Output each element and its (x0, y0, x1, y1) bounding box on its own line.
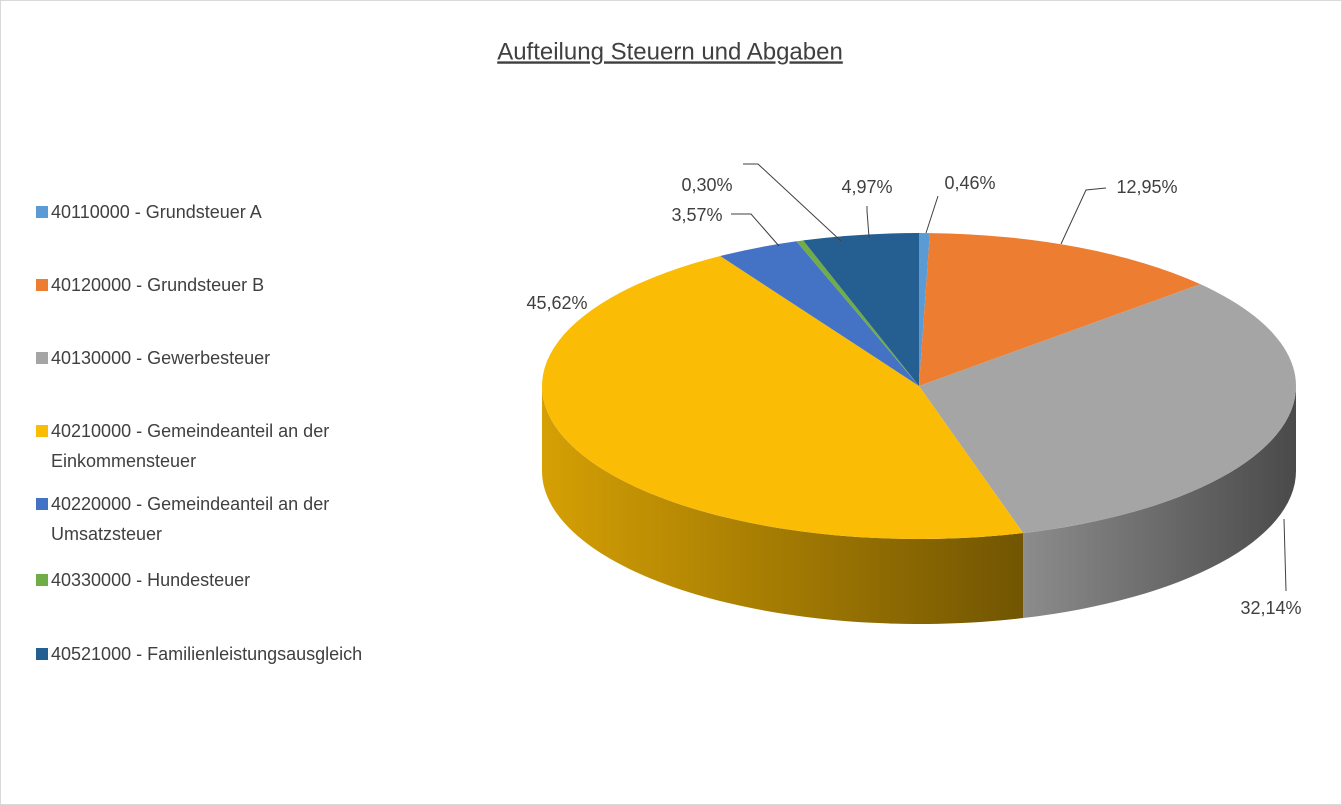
legend-label: 40210000 - Gemeindeanteil an der Einkomm… (51, 421, 330, 471)
pie-side (1023, 386, 1296, 619)
leader-line (866, 206, 870, 238)
legend-label: 40220000 - Gemeindeanteil an der Umsatzs… (51, 494, 330, 544)
legend-swatch (36, 206, 48, 218)
legend-entry: 40130000 - Gewerbesteuer (36, 343, 270, 373)
legend-swatch (36, 498, 48, 510)
legend-label: 40130000 - Gewerbesteuer (51, 348, 271, 368)
pie-slice (720, 241, 919, 386)
leader-line (731, 213, 780, 247)
chart-title: Aufteilung Steuern und Abgaben (497, 38, 843, 65)
legend-entry: 40210000 - Gemeindeanteil an der Einkomm… (36, 416, 411, 476)
legend-swatch (36, 352, 48, 364)
data-label: 4,97% (841, 177, 892, 197)
legend-label: 40330000 - Hundesteuer (51, 570, 251, 590)
legend-entry: 40330000 - Hundesteuer (36, 565, 250, 595)
legend-entry: 40120000 - Grundsteuer B (36, 270, 264, 300)
leader-line (1060, 187, 1107, 245)
legend-swatch (36, 425, 48, 437)
pie-side (542, 386, 1024, 624)
data-label: 32,14% (1240, 598, 1301, 618)
legend-swatch (36, 279, 48, 291)
pie-slice (919, 233, 930, 386)
pie-slice (919, 233, 1201, 386)
pie-slice (796, 240, 919, 386)
pie-slice (542, 255, 1024, 539)
leader-line (925, 195, 939, 234)
data-label: 12,95% (1116, 177, 1177, 197)
legend-entry: 40110000 - Grundsteuer A (36, 197, 262, 227)
legend-label: 40521000 - Familienleistungsausgleich (51, 644, 363, 664)
pie-slice (919, 284, 1296, 534)
legend-entry: 40521000 - Familienleistungsausgleich (36, 639, 362, 669)
data-label: 0,30% (681, 175, 732, 195)
pie-slice (803, 233, 919, 386)
leader-line (1283, 518, 1287, 592)
legend-swatch (36, 574, 48, 586)
legend-label: 40110000 - Grundsteuer A (51, 202, 262, 222)
legend-entry: 40220000 - Gemeindeanteil an der Umsatzs… (36, 489, 411, 549)
data-label: 45,62% (526, 293, 587, 313)
legend-label: 40120000 - Grundsteuer B (51, 275, 265, 295)
data-label: 0,46% (944, 173, 995, 193)
leader-line (743, 163, 842, 242)
legend-swatch (36, 648, 48, 660)
data-label: 3,57% (671, 205, 722, 225)
